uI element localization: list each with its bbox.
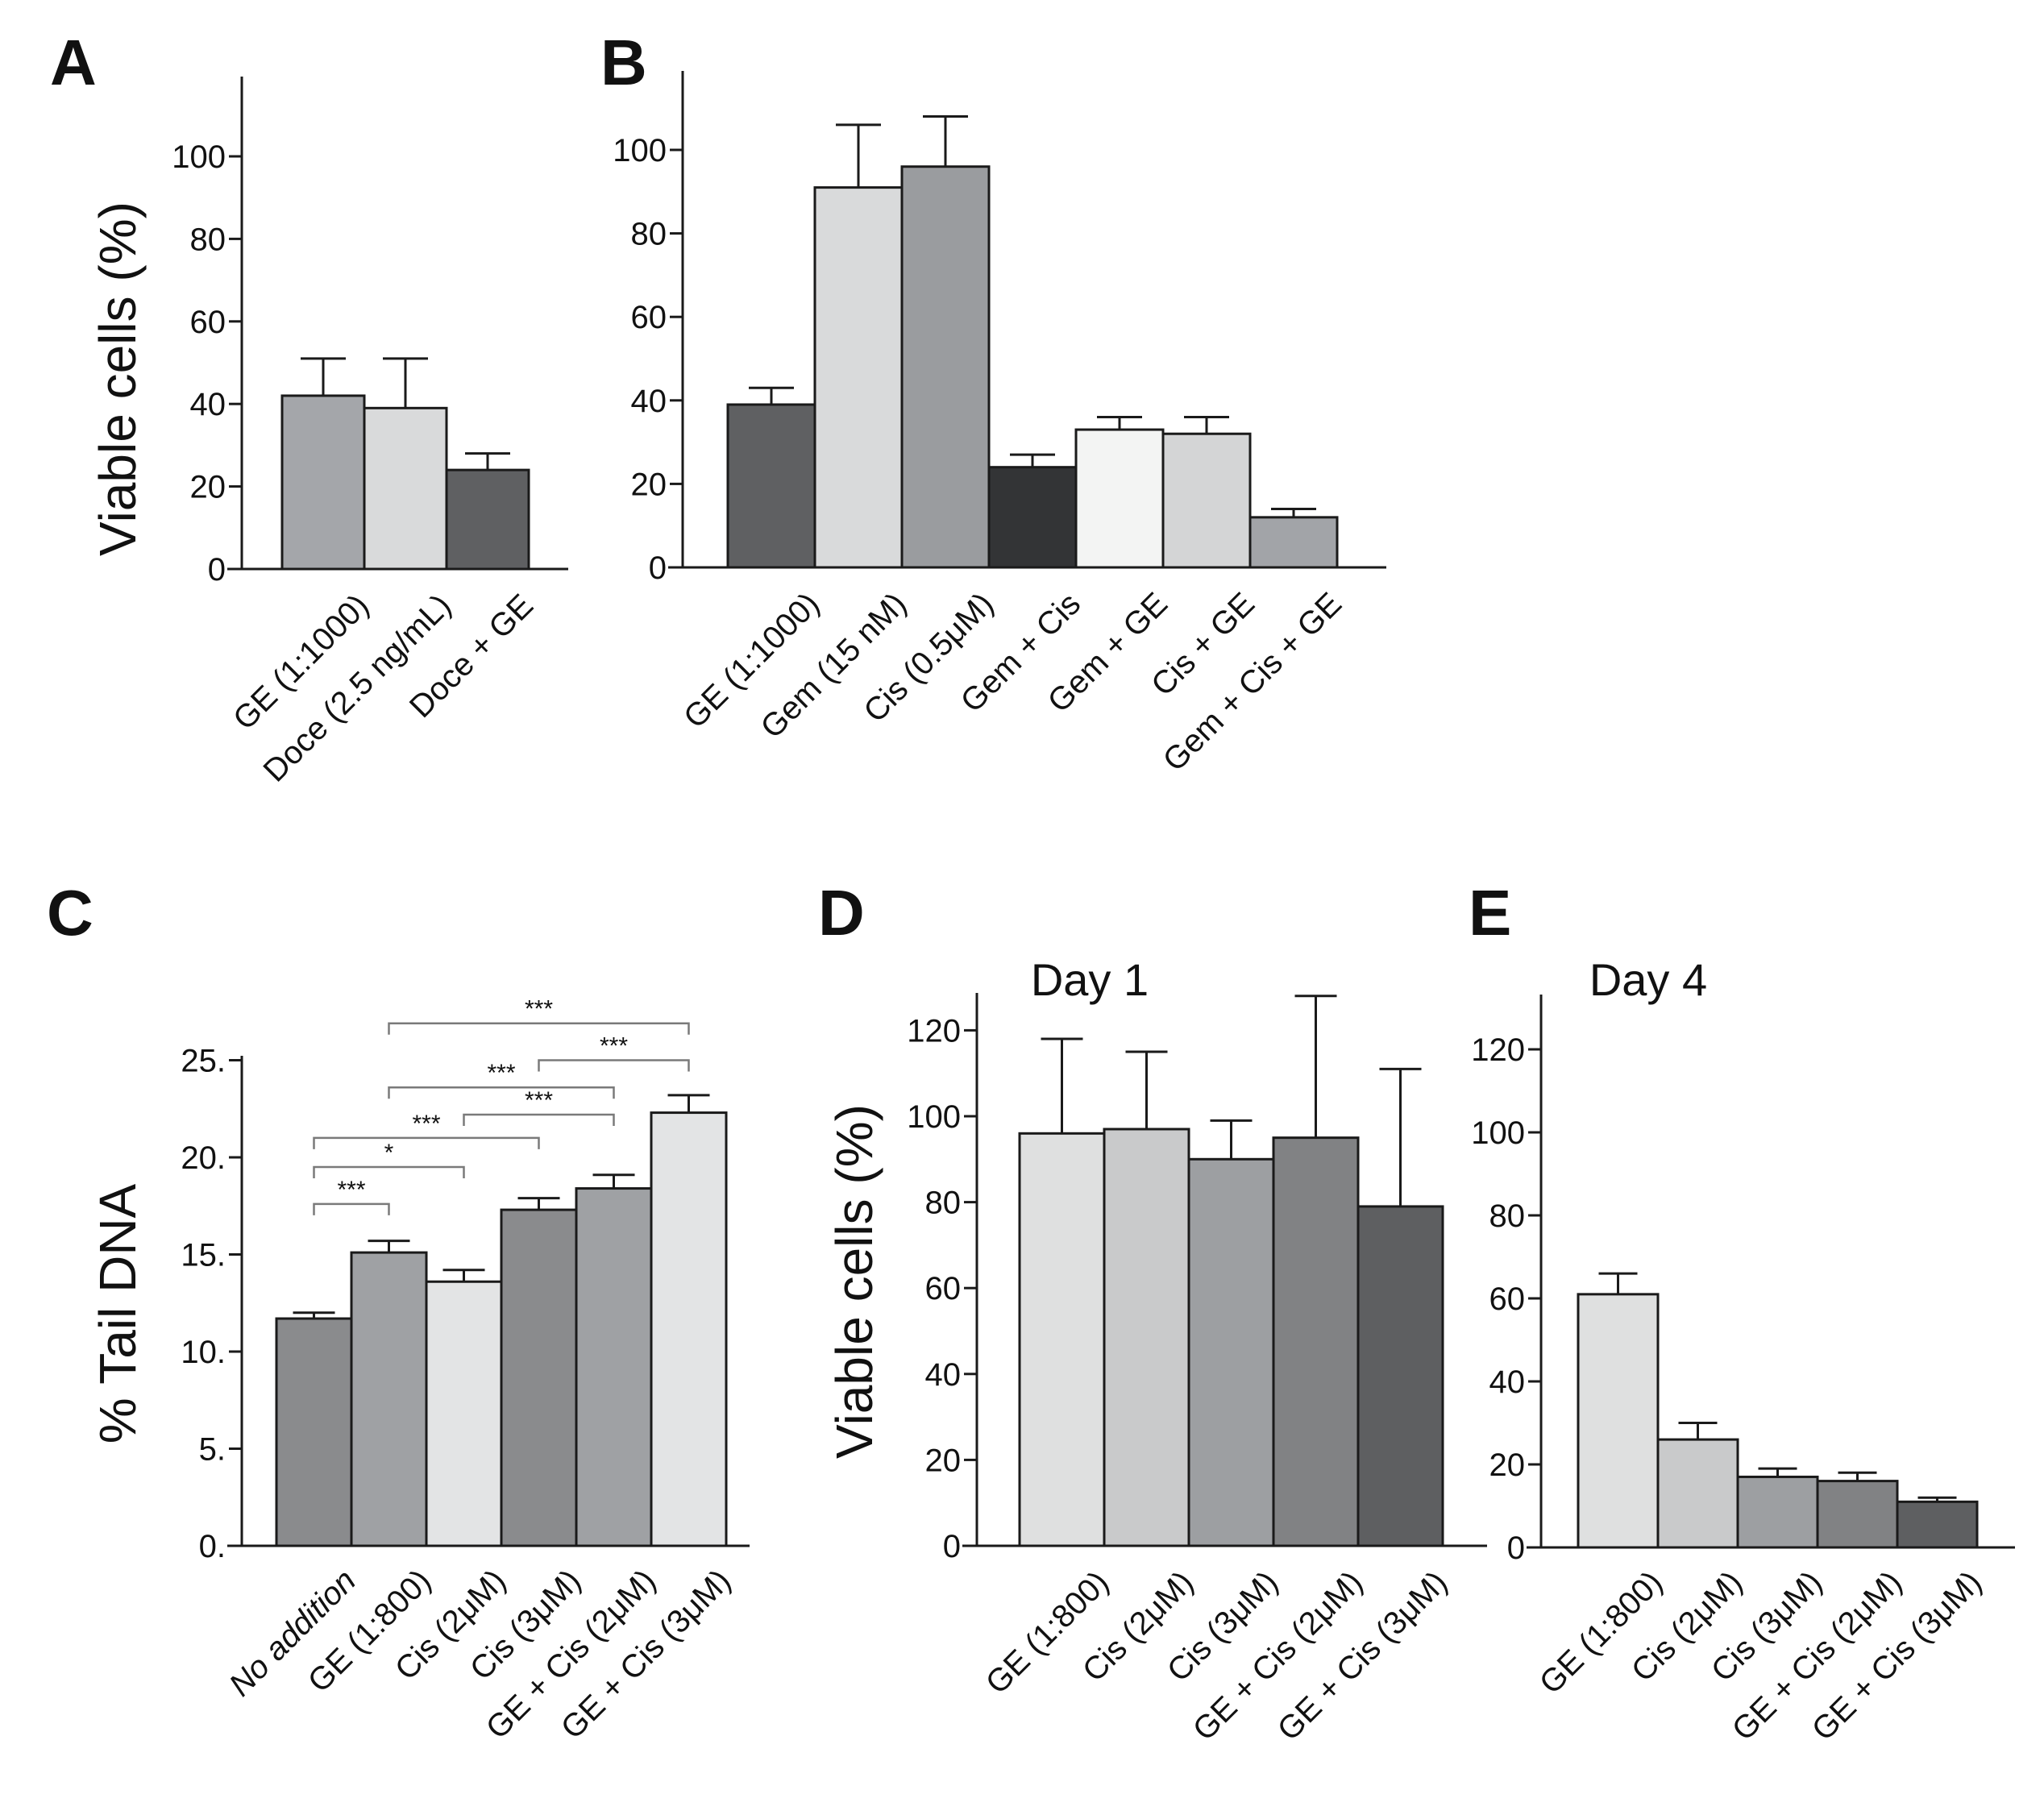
panel-c-significance-label-7: ***	[525, 996, 553, 1023]
panel-e-y-tick-label: 100	[1471, 1115, 1525, 1151]
panel-b-bar-2	[813, 186, 904, 569]
panel-c-bar-1	[275, 1317, 353, 1547]
panel-b-y-tick-label: 40	[631, 384, 667, 419]
panel-b-bar-4	[987, 466, 1078, 569]
panel-a-bar-2	[363, 406, 448, 571]
panel-letter-e: E	[1469, 877, 1511, 949]
panel-c-significance-bracket-2	[313, 1165, 465, 1179]
panel-e-y-tick-label: 20	[1489, 1447, 1526, 1483]
panel-c-significance-label-1: ***	[337, 1177, 365, 1203]
panel-a-y-axis-title: Viable cells (%)	[89, 201, 147, 556]
panel-c-y-axis-title: % Tail DNA	[89, 1183, 147, 1443]
panel-c-y-tick-label: 0.	[199, 1529, 226, 1564]
panel-c-significance-label-5: ***	[487, 1060, 515, 1086]
panel-d-bar-3	[1187, 1157, 1275, 1547]
panel-a-y-tick-label: 40	[190, 387, 226, 422]
panel-a-y-tick-label: 80	[190, 222, 226, 257]
panel-b-y-tick-label: 0	[649, 550, 667, 586]
panel-e-bar-4	[1816, 1480, 1899, 1549]
panel-d-y-tick-label: 120	[907, 1013, 961, 1049]
panel-c-significance-bracket-6	[538, 1059, 690, 1072]
panel-c-y-tick-label: 15.	[181, 1238, 226, 1273]
panel-a-y-tick-label: 100	[172, 139, 226, 175]
panel-b-bar-3	[900, 165, 991, 569]
panel-a-y-tick-label: 0	[208, 552, 226, 588]
panel-d-bar-5	[1356, 1205, 1444, 1547]
panel-c-bar-2	[350, 1251, 428, 1547]
panel-b-y-tick-label: 20	[631, 467, 667, 502]
panel-letter-d: D	[818, 877, 865, 949]
panel-letter-a: A	[50, 27, 97, 98]
panel-a-bar-1	[280, 394, 366, 571]
panel-c-significance-bracket-4	[463, 1113, 615, 1126]
panel-letter-c: C	[47, 877, 93, 949]
panel-c-significance-bracket-7	[388, 1022, 690, 1035]
panel-e-y-tick-label: 120	[1471, 1032, 1525, 1068]
panel-a-y-tick-label: 60	[190, 305, 226, 340]
panel-d-y-tick-label: 80	[925, 1186, 962, 1221]
panel-c-y-tick-label: 5.	[199, 1432, 226, 1468]
panel-b-y-tick-label: 100	[613, 133, 667, 168]
panel-c-significance-bracket-3	[313, 1136, 540, 1149]
panel-b-bar-7	[1248, 516, 1339, 569]
panel-d: D Day 1 Viable cells (%) 0 20 40 60 80 100 120…	[818, 877, 1487, 1747]
panel-d-y-axis-title: Viable cells (%)	[825, 1104, 883, 1459]
panel-d-bar-1	[1018, 1132, 1106, 1547]
panel-d-y-tick-label: 40	[925, 1357, 962, 1393]
panel-b-y-tick-label: 80	[631, 217, 667, 252]
panel-e-title: Day 4	[1589, 954, 1707, 1005]
panel-a-bar-3	[445, 468, 530, 571]
panel-c-significance-bracket-5	[388, 1086, 615, 1099]
panel-e-y-tick-label: 60	[1489, 1281, 1526, 1317]
panel-e-bar-2	[1656, 1438, 1739, 1549]
panel-letter-b: B	[600, 27, 647, 98]
panel-c-y-tick-label: 10.	[181, 1335, 226, 1370]
panel-b-y-tick-label: 60	[631, 300, 667, 335]
panel-c-y-tick-label: 20.	[181, 1140, 226, 1176]
panel-c-significance-label-2: *	[384, 1140, 394, 1166]
panel-e-bar-5	[1896, 1500, 1979, 1549]
panel-d-y-tick-label: 0	[943, 1529, 961, 1564]
panel-c-y-tick-label: 25.	[181, 1044, 226, 1079]
panel-e-bar-3	[1736, 1475, 1819, 1549]
panel-d-title: Day 1	[1031, 954, 1149, 1005]
panel-a-y-tick-label: 20	[190, 470, 226, 505]
panel-c-significance-label-4: ***	[525, 1087, 553, 1114]
panel-e-y-tick-label: 40	[1489, 1364, 1526, 1400]
panel-c-bar-6	[650, 1111, 728, 1547]
panel-d-y-tick-label: 100	[907, 1099, 961, 1135]
panel-d-y-tick-label: 60	[925, 1271, 962, 1306]
panel-b-bar-6	[1161, 432, 1252, 569]
panel-d-bar-4	[1272, 1136, 1360, 1547]
panel-c-bar-3	[425, 1280, 503, 1547]
panel-d-y-tick-label: 20	[925, 1443, 962, 1478]
panel-c-bar-4	[500, 1208, 578, 1547]
panel-b-bar-1	[726, 403, 816, 569]
panel-e-bar-1	[1577, 1293, 1660, 1549]
panel-e-y-tick-label: 80	[1489, 1198, 1526, 1234]
panel-d-bar-2	[1103, 1128, 1190, 1547]
panel-c-bar-5	[575, 1187, 653, 1547]
panel-c-significance-bracket-1	[313, 1202, 390, 1215]
panel-c-significance-label-3: ***	[412, 1111, 440, 1137]
panel-c-significance-label-6: ***	[600, 1033, 628, 1060]
panel-e-y-tick-label: 0	[1507, 1530, 1525, 1566]
panel-b-bar-5	[1074, 428, 1165, 569]
panel-c: C % Tail DNA 0.5.10.15.20.25.No addition…	[47, 877, 750, 1746]
